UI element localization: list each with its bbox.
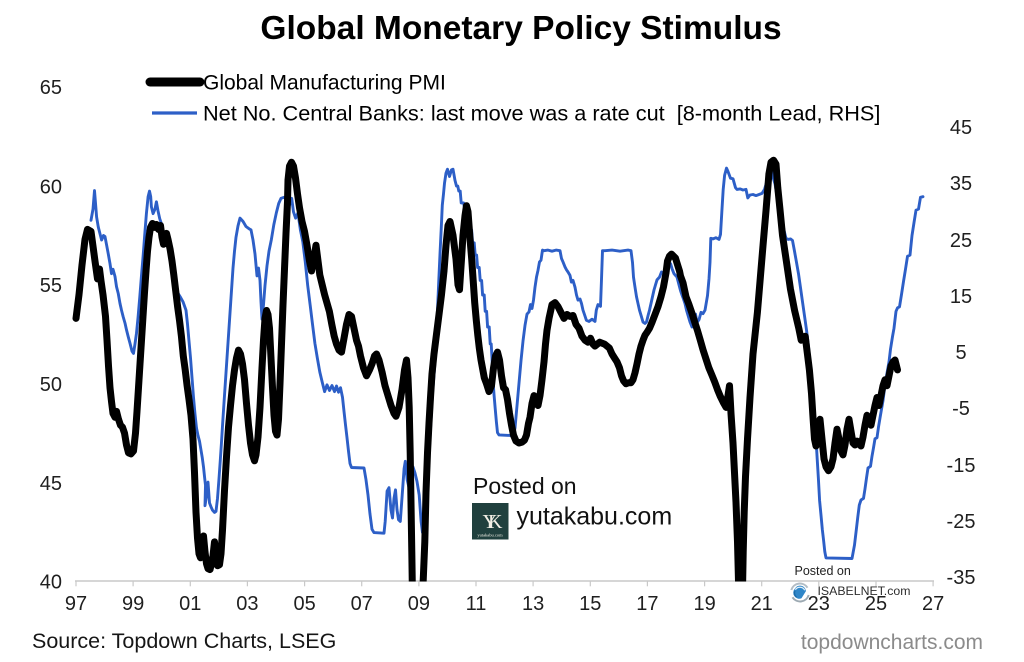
svg-text:03: 03	[236, 593, 258, 615]
svg-text:19: 19	[693, 593, 715, 615]
svg-text:yutakabu.com: yutakabu.com	[517, 503, 673, 531]
svg-text:11: 11	[466, 593, 487, 615]
svg-text:27: 27	[922, 593, 944, 615]
svg-text:15: 15	[950, 286, 972, 308]
svg-text:Global Manufacturing PMI: Global Manufacturing PMI	[203, 72, 446, 95]
svg-text:5: 5	[955, 342, 966, 364]
svg-text:topdowncharts.com: topdowncharts.com	[801, 631, 983, 654]
svg-text:35: 35	[950, 173, 972, 195]
svg-text:01: 01	[179, 593, 201, 615]
svg-text:-5: -5	[952, 398, 970, 420]
svg-text:ISABELNET.com: ISABELNET.com	[818, 584, 911, 598]
svg-text:55: 55	[40, 275, 62, 297]
svg-text:-25: -25	[947, 511, 976, 533]
svg-text:50: 50	[40, 374, 62, 396]
svg-text:25: 25	[865, 593, 887, 615]
svg-text:45: 45	[950, 117, 972, 139]
svg-text:65: 65	[40, 77, 62, 99]
svg-text:09: 09	[408, 593, 430, 615]
svg-text:15: 15	[579, 593, 601, 615]
svg-text:07: 07	[351, 593, 373, 615]
svg-text:Net No. Central Banks: last mo: Net No. Central Banks: last move was a r…	[203, 101, 880, 126]
svg-text:60: 60	[40, 177, 62, 199]
svg-text:21: 21	[751, 593, 773, 615]
svg-text:05: 05	[293, 593, 315, 615]
svg-text:25: 25	[950, 230, 972, 252]
svg-text:17: 17	[636, 593, 658, 615]
svg-text:Posted on: Posted on	[795, 564, 851, 578]
svg-text:Posted on: Posted on	[473, 473, 577, 499]
svg-text:99: 99	[122, 593, 144, 615]
svg-text:-35: -35	[947, 567, 976, 589]
svg-text:Global Monetary Policy Stimulu: Global Monetary Policy Stimulus	[260, 10, 781, 47]
svg-text:23: 23	[808, 593, 830, 615]
svg-text:yutakabu.com: yutakabu.com	[477, 533, 503, 538]
svg-text:-15: -15	[947, 455, 976, 477]
svg-text:97: 97	[65, 593, 87, 615]
svg-text:40: 40	[40, 572, 62, 594]
svg-text:45: 45	[40, 473, 62, 495]
svg-text:Source: Topdown Charts, LSEG: Source: Topdown Charts, LSEG	[32, 629, 336, 653]
svg-text:13: 13	[522, 593, 544, 615]
